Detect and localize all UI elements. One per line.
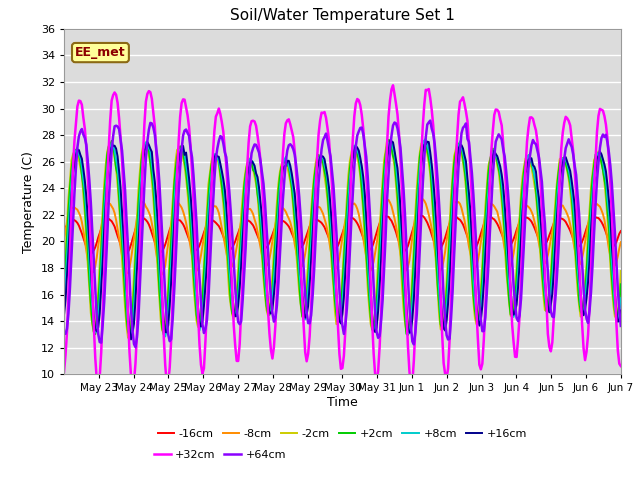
+32cm	[60, 369, 68, 375]
X-axis label: Time: Time	[327, 396, 358, 409]
+8cm	[252, 171, 260, 177]
+2cm	[598, 160, 605, 166]
+8cm	[422, 136, 429, 142]
-2cm	[198, 287, 206, 292]
+8cm	[161, 334, 169, 339]
+2cm	[198, 299, 206, 305]
+8cm	[340, 277, 348, 283]
+64cm	[598, 135, 605, 141]
-16cm	[395, 239, 403, 244]
-8cm	[252, 221, 260, 227]
+16cm	[127, 336, 135, 342]
+64cm	[132, 344, 140, 350]
-2cm	[124, 335, 132, 341]
+16cm	[598, 151, 605, 157]
-2cm	[617, 268, 625, 274]
+2cm	[60, 289, 68, 295]
-16cm	[417, 213, 425, 218]
-2cm	[60, 277, 68, 283]
+32cm	[198, 371, 206, 376]
-16cm	[617, 228, 625, 234]
-8cm	[598, 207, 605, 213]
Y-axis label: Temperature (C): Temperature (C)	[22, 151, 35, 252]
+8cm	[617, 295, 625, 301]
+32cm	[598, 107, 605, 113]
Line: +2cm: +2cm	[64, 140, 621, 336]
+32cm	[240, 237, 248, 243]
-2cm	[383, 138, 391, 144]
Line: +16cm: +16cm	[64, 141, 621, 339]
+64cm	[60, 329, 68, 335]
+64cm	[340, 331, 348, 337]
-16cm	[252, 229, 260, 235]
+16cm	[340, 295, 348, 300]
+8cm	[198, 309, 206, 315]
+32cm	[252, 123, 260, 129]
+8cm	[395, 195, 403, 201]
+2cm	[340, 259, 348, 264]
Line: +32cm: +32cm	[64, 85, 621, 388]
+32cm	[340, 353, 348, 359]
+16cm	[617, 308, 625, 313]
-16cm	[240, 218, 248, 224]
+16cm	[386, 138, 394, 144]
Line: +64cm: +64cm	[64, 120, 621, 347]
-2cm	[397, 252, 404, 258]
+2cm	[240, 184, 248, 190]
-16cm	[598, 219, 605, 225]
+64cm	[240, 272, 248, 277]
+16cm	[198, 319, 206, 325]
+32cm	[397, 157, 404, 163]
Text: EE_met: EE_met	[75, 46, 126, 59]
-16cm	[340, 226, 348, 232]
Line: +8cm: +8cm	[64, 139, 621, 336]
Title: Soil/Water Temperature Set 1: Soil/Water Temperature Set 1	[230, 9, 455, 24]
-8cm	[240, 208, 248, 214]
+16cm	[240, 213, 248, 219]
+16cm	[397, 205, 404, 211]
+16cm	[60, 312, 68, 318]
+64cm	[395, 134, 403, 140]
+2cm	[617, 281, 625, 287]
Line: -16cm: -16cm	[64, 216, 621, 253]
-2cm	[240, 179, 248, 184]
+32cm	[129, 385, 136, 391]
+64cm	[252, 142, 260, 148]
-8cm	[60, 236, 68, 242]
+32cm	[617, 363, 625, 369]
Legend: +32cm, +64cm: +32cm, +64cm	[149, 445, 291, 465]
+2cm	[252, 176, 260, 182]
-16cm	[87, 251, 95, 256]
Line: -8cm: -8cm	[64, 198, 621, 275]
-16cm	[198, 234, 206, 240]
-8cm	[198, 243, 206, 249]
+16cm	[252, 170, 260, 176]
-8cm	[417, 195, 425, 201]
+64cm	[426, 118, 434, 123]
+2cm	[125, 333, 133, 338]
+64cm	[198, 322, 206, 327]
+2cm	[385, 137, 392, 143]
Line: -2cm: -2cm	[64, 141, 621, 338]
-8cm	[617, 239, 625, 245]
-16cm	[60, 225, 68, 230]
-2cm	[340, 246, 348, 252]
-8cm	[159, 272, 166, 277]
+8cm	[598, 153, 605, 158]
-8cm	[340, 226, 348, 231]
+2cm	[397, 241, 404, 247]
-2cm	[252, 181, 260, 187]
+32cm	[389, 83, 397, 88]
+8cm	[240, 200, 248, 206]
+8cm	[60, 301, 68, 307]
-8cm	[395, 241, 403, 247]
+64cm	[617, 323, 625, 329]
-2cm	[598, 160, 605, 166]
